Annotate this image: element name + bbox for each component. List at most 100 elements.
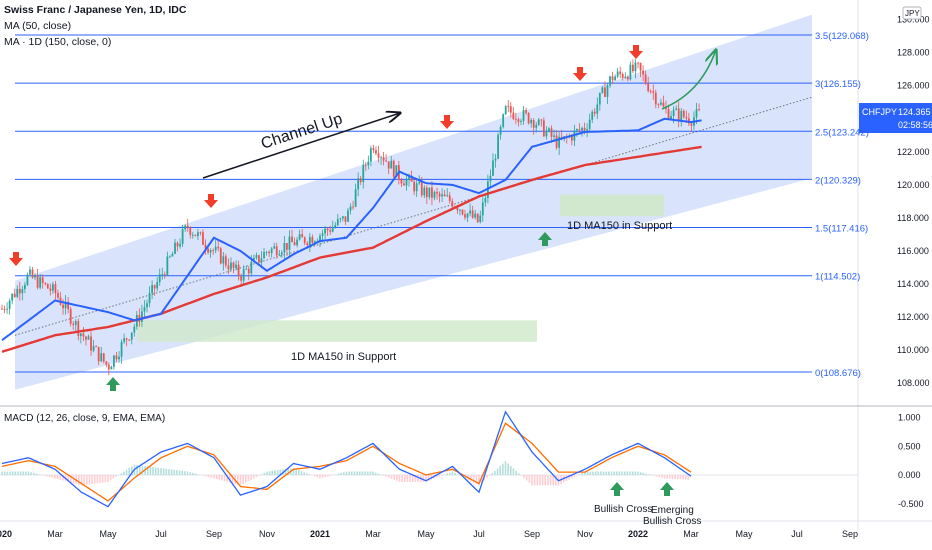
candle-body — [283, 243, 286, 253]
macd-hist-bar — [494, 470, 496, 475]
fib-label: 1.5(117.416) — [815, 224, 868, 235]
macd-hist-bar — [411, 475, 414, 482]
candle-body — [509, 106, 512, 113]
macd-hist-bar — [669, 475, 671, 479]
macd-hist-bar — [547, 475, 549, 486]
price-tick-label: 108.000 — [897, 378, 930, 388]
candle-body — [69, 309, 72, 324]
macd-hist-bar — [237, 475, 239, 485]
macd-hist-bar — [96, 475, 99, 484]
macd-hist-bar — [544, 475, 547, 486]
candle-body — [644, 74, 647, 84]
candle-body — [535, 124, 538, 128]
macd-hist-bar — [245, 475, 247, 483]
candle-body — [54, 284, 57, 294]
candle-body — [649, 90, 652, 92]
bottom-marker-2021-sep — [538, 232, 552, 246]
macd-hist-bar — [470, 475, 472, 482]
macd-hist-bar — [457, 474, 459, 475]
ma50-line — [1, 117, 702, 342]
macd-hist-bar — [684, 475, 687, 480]
macd-hist-bar — [435, 475, 438, 478]
macd-hist-bar — [396, 475, 398, 481]
time-tick-label: 2021 — [310, 529, 330, 539]
macd-hist-bar — [533, 475, 536, 486]
fib-label: 0(108.676) — [815, 368, 861, 379]
candle-body — [601, 87, 604, 93]
candle-body — [591, 111, 594, 120]
candle-body — [642, 70, 644, 75]
macd-hist-bar — [541, 475, 544, 486]
macd-hist-bar — [496, 468, 499, 475]
macd-hist-bar — [528, 475, 531, 483]
macd-hist-bar — [250, 475, 252, 480]
candle-body — [306, 242, 309, 245]
macd-hist-bar — [329, 475, 332, 476]
candle-body — [606, 85, 609, 97]
macd-hist-bar — [112, 475, 115, 479]
candle-body — [39, 277, 42, 288]
macd-hist-bar — [602, 471, 605, 475]
macd-hist-bar — [382, 475, 385, 476]
macd-signal-line — [1, 422, 692, 502]
macd-hist-bar — [507, 463, 509, 475]
candle-body — [413, 181, 416, 192]
candle-body — [497, 134, 499, 159]
macd-hist-bar — [425, 475, 427, 482]
candle-body — [583, 127, 586, 131]
candle-body — [675, 108, 678, 110]
macd-hist-bar — [523, 475, 525, 479]
candle-body — [123, 338, 126, 342]
macd-hist-bar — [1, 471, 3, 475]
macd-hist-bar — [687, 475, 690, 480]
candle-body — [677, 108, 680, 121]
macd-hist-bar — [170, 469, 173, 475]
candle-body — [247, 268, 250, 274]
candle-body — [451, 200, 454, 207]
macd-hist-bar — [589, 471, 592, 475]
macd-tick-label: 0.500 — [898, 441, 921, 451]
macd-hist-bar — [298, 470, 300, 475]
candle-body — [474, 213, 477, 218]
candle-body — [443, 194, 446, 197]
macd-hist-bar — [645, 473, 647, 475]
price-tick-label: 130.000 — [897, 15, 930, 25]
candle-body — [212, 250, 215, 251]
candle-body — [682, 110, 685, 118]
candle-body — [581, 127, 583, 131]
candle-body — [143, 307, 146, 312]
macd-hist-bar — [120, 473, 123, 475]
ma150-line — [1, 145, 702, 353]
macd-hist-bar — [525, 475, 528, 481]
candle-body — [619, 71, 622, 75]
macd-hist-bar — [388, 475, 390, 478]
macd-legend: MACD (12, 26, close, 9, EMA, EMA) — [4, 413, 166, 424]
candle-body — [79, 333, 82, 336]
macd-hist-bar — [168, 469, 170, 475]
macd-hist-bar — [594, 471, 597, 475]
price-tick-label: 116.000 — [897, 246, 929, 256]
candle-body — [392, 160, 395, 177]
candle-body — [51, 284, 54, 291]
candle-body — [107, 364, 110, 370]
candle-body — [166, 256, 169, 276]
macd-histogram — [1, 461, 690, 486]
candle-body — [151, 285, 153, 293]
price-badge-symbol: CHFJPY — [862, 107, 897, 117]
macd-hist-bar — [146, 466, 149, 475]
macd-hist-bar — [271, 470, 274, 475]
candle-body — [349, 206, 352, 211]
price-badge-price: 124.365 — [898, 107, 931, 117]
candle-body — [196, 232, 199, 237]
macd-hist-bar — [239, 475, 242, 486]
candle-body — [494, 158, 497, 161]
support-label-2: 1D MA150 in Support — [567, 220, 672, 232]
candle-body — [250, 261, 253, 274]
candle-body — [588, 119, 591, 130]
macd-tick-label: 0.000 — [898, 470, 921, 480]
macd-hist-bar — [308, 474, 311, 475]
candle-body — [377, 153, 380, 158]
macd-hist-bar — [316, 475, 319, 478]
currency-tag[interactable] — [902, 6, 922, 20]
macd-hist-bar — [202, 475, 205, 476]
